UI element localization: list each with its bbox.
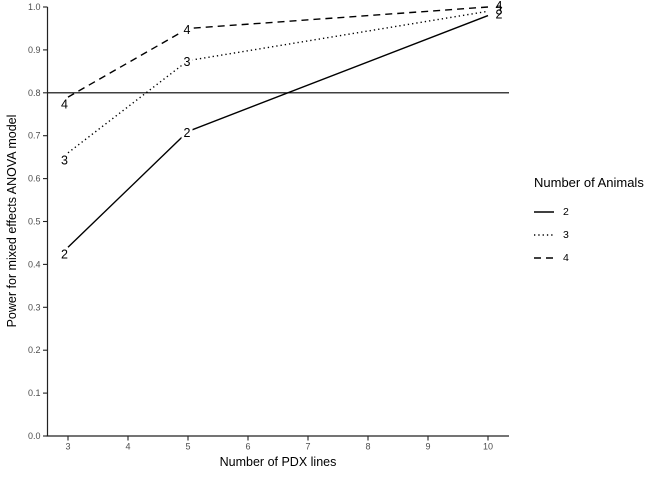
x-axis-title: Number of PDX lines bbox=[219, 455, 337, 469]
x-tick-label: 10 bbox=[483, 442, 493, 452]
series-line-4 bbox=[67, 6, 489, 98]
y-tick-label: 0.4 bbox=[28, 259, 41, 269]
legend-title: Number of Animals bbox=[534, 175, 644, 190]
direct-label-4: 4 bbox=[61, 98, 68, 112]
legend-item-label: 2 bbox=[563, 205, 569, 218]
y-tick-label: 0.5 bbox=[28, 217, 41, 227]
direct-label-bg bbox=[181, 23, 193, 37]
y-tick-label: 0.8 bbox=[28, 88, 41, 98]
y-tick-label: 0.6 bbox=[28, 174, 41, 184]
y-tick-labels: 0.0 0.1 0.2 0.3 0.4 0.5 0.6 0.7 0.8 0.9 1.0 bbox=[28, 2, 48, 441]
direct-label-4: 4 bbox=[184, 23, 191, 37]
x-tick-label: 4 bbox=[125, 442, 130, 452]
x-tick-label: 8 bbox=[365, 442, 370, 452]
series-line-3 bbox=[67, 10, 489, 154]
legend-item-4: 4 bbox=[534, 246, 644, 269]
legend-items: 2 3 4 bbox=[534, 200, 644, 269]
legend-line-sample-dotted bbox=[534, 233, 554, 236]
y-axis-title: Power for mixed effects ANOVA model bbox=[5, 114, 19, 328]
x-tick-label: 3 bbox=[65, 442, 70, 452]
y-tick-label: 0.9 bbox=[28, 45, 41, 55]
y-tick-label: 0.1 bbox=[28, 388, 41, 398]
direct-label-3: 3 bbox=[61, 153, 68, 167]
direct-label-bg bbox=[59, 248, 70, 262]
y-tick-label: 0.2 bbox=[28, 345, 41, 355]
direct-label-3: 3 bbox=[184, 55, 191, 69]
legend-item-3: 3 bbox=[534, 223, 644, 246]
y-tick-label: 0.7 bbox=[28, 131, 41, 141]
direct-label-2: 2 bbox=[61, 248, 68, 262]
y-tick-label: 1.0 bbox=[28, 2, 41, 12]
legend-item-2: 2 bbox=[534, 200, 644, 223]
legend-item-label: 3 bbox=[563, 228, 569, 241]
series-line-2 bbox=[67, 14, 489, 248]
x-tick-labels: 3 4 5 6 7 8 9 10 bbox=[65, 436, 493, 452]
direct-label-bg bbox=[181, 126, 193, 140]
direct-label-bg bbox=[59, 153, 70, 167]
direct-label-bg bbox=[181, 55, 193, 69]
direct-label-4: 4 bbox=[496, 0, 503, 13]
x-tick-label: 7 bbox=[305, 442, 310, 452]
y-tick-label: 0.3 bbox=[28, 302, 41, 312]
x-tick-label: 6 bbox=[245, 442, 250, 452]
direct-label-2: 2 bbox=[496, 8, 503, 22]
y-tick-label: 0.0 bbox=[28, 431, 41, 441]
axes: 0.00.10.20.30.40.50.60.70.80.91.03 4 5 6 7 8 9… bbox=[28, 2, 509, 452]
direct-label-2: 2 bbox=[184, 126, 191, 140]
legend-line-sample-dashed bbox=[534, 256, 554, 259]
legend-item-label: 4 bbox=[563, 251, 569, 264]
x-tick-label: 5 bbox=[185, 442, 190, 452]
legend-line-sample-solid bbox=[534, 210, 554, 213]
direct-label-bg bbox=[59, 98, 70, 112]
legend: Number of Animals 2 3 4 bbox=[534, 175, 644, 269]
x-tick-label: 9 bbox=[425, 442, 430, 452]
series-lines bbox=[67, 6, 489, 248]
direct-label-3: 3 bbox=[496, 3, 503, 17]
